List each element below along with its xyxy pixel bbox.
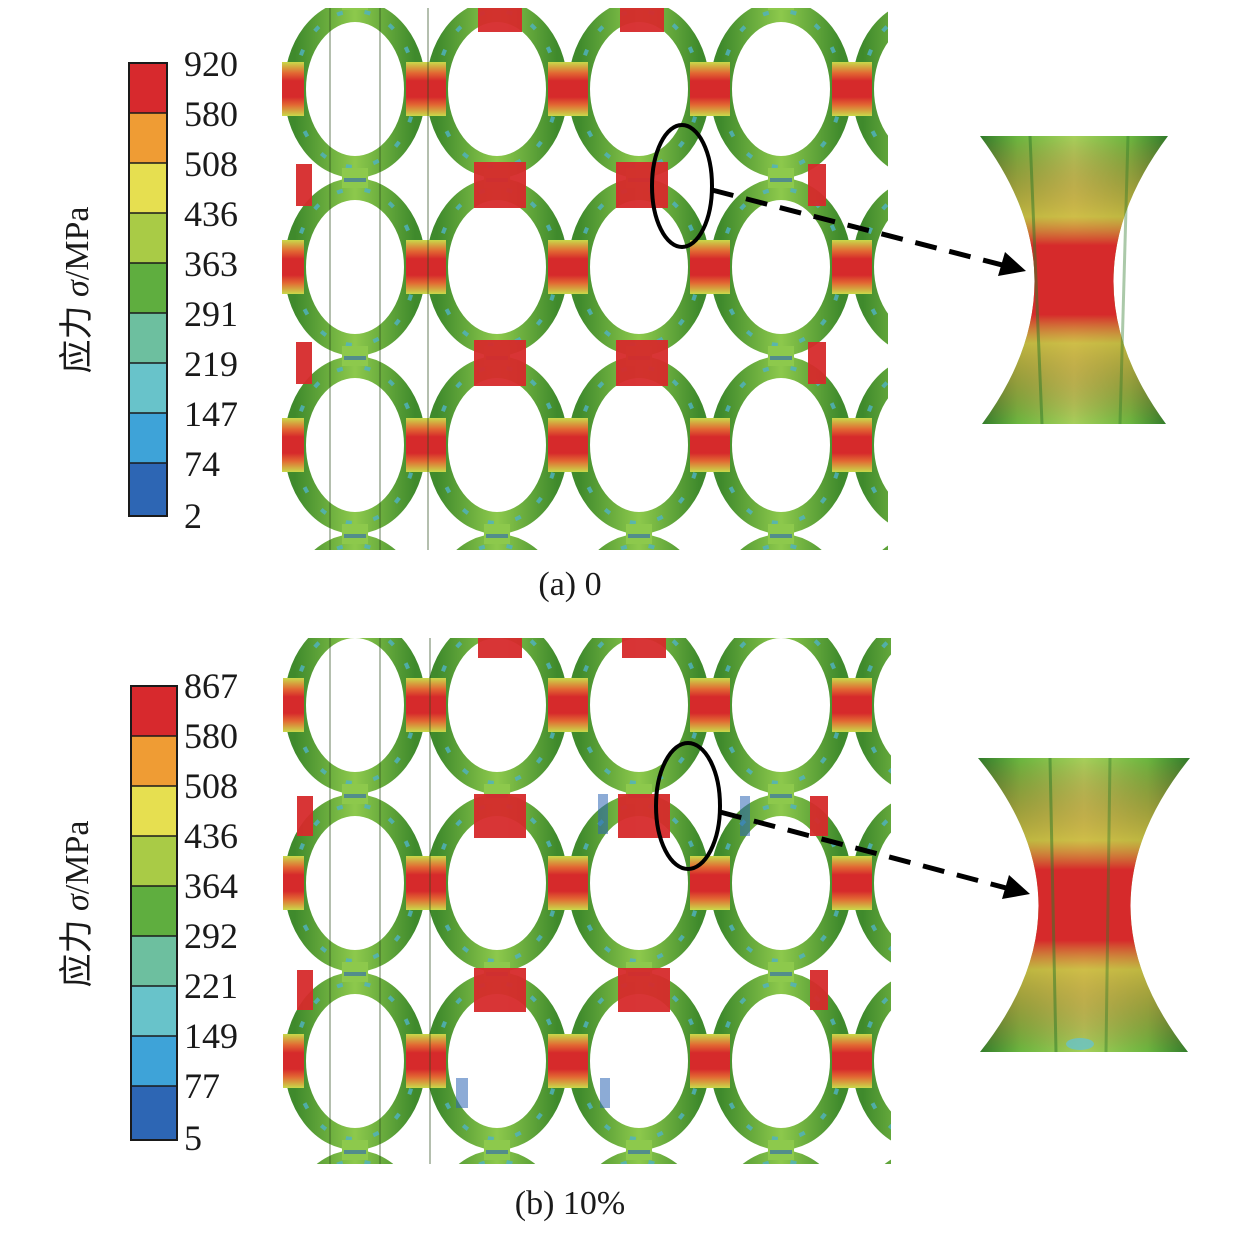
legend-swatch [131,1036,177,1086]
legend-tick-label: 149 [184,1016,238,1056]
legend-swatch [131,986,177,1036]
legend-tick-label: 867 [184,666,238,706]
legend-colorbar [128,62,168,517]
panel-caption: (a) 0 [538,566,602,603]
legend-tick-label: 147 [184,394,238,434]
legend-swatch [129,363,167,413]
legend-tick-label: 580 [184,716,238,756]
legend-tick-label: 5 [184,1118,202,1158]
legend-swatch [129,63,167,113]
panel-b-graphics [130,638,1190,1164]
legend-tick-label: 77 [184,1066,220,1106]
legend-tick-label: 436 [184,816,238,856]
legend-swatch [131,686,177,736]
panel-a-graphics [128,8,1168,550]
legend-tick-label: 363 [184,244,238,284]
legend-tick-label: 221 [184,966,238,1006]
legend-swatch [131,1086,177,1140]
legend-tick-label: 219 [184,344,238,384]
legend-tick-label: 364 [184,866,238,906]
legend-tick-label: 436 [184,194,238,234]
legend-tick-label: 580 [184,94,238,134]
legend-tick-label: 920 [184,44,238,84]
legend-tick-label: 291 [184,294,238,334]
lattice-stress-contour [283,638,891,1164]
legend-swatch [129,313,167,363]
legend-tick-label: 508 [184,144,238,184]
legend-swatch [129,163,167,213]
node-detail [980,135,1168,425]
legend-swatch [131,836,177,886]
legend-swatch [129,463,167,516]
node-detail [978,757,1190,1053]
legend-swatch [131,936,177,986]
highlight-ellipse [654,741,722,871]
legend-tick-label: 2 [184,496,202,536]
callout-arrow [711,187,1007,269]
legend-swatch [129,263,167,313]
legend-tick-label: 508 [184,766,238,806]
legend-swatch [131,886,177,936]
legend-swatch [129,413,167,463]
legend-swatch [129,213,167,263]
panel-b: 应力 σ/MPa [0,616,1259,1233]
lattice-stress-contour [282,8,888,550]
legend-tick-label: 74 [184,444,220,484]
callout-arrow [719,809,1011,892]
legend-swatch [129,113,167,163]
legend-tick-label: 292 [184,916,238,956]
highlight-ellipse [650,123,714,249]
legend-colorbar [130,685,178,1141]
panel-caption: (b) 10% [514,1185,626,1222]
legend-swatch [131,786,177,836]
panel-a: 应力 σ/MPa [0,0,1259,616]
legend-swatch [131,736,177,786]
